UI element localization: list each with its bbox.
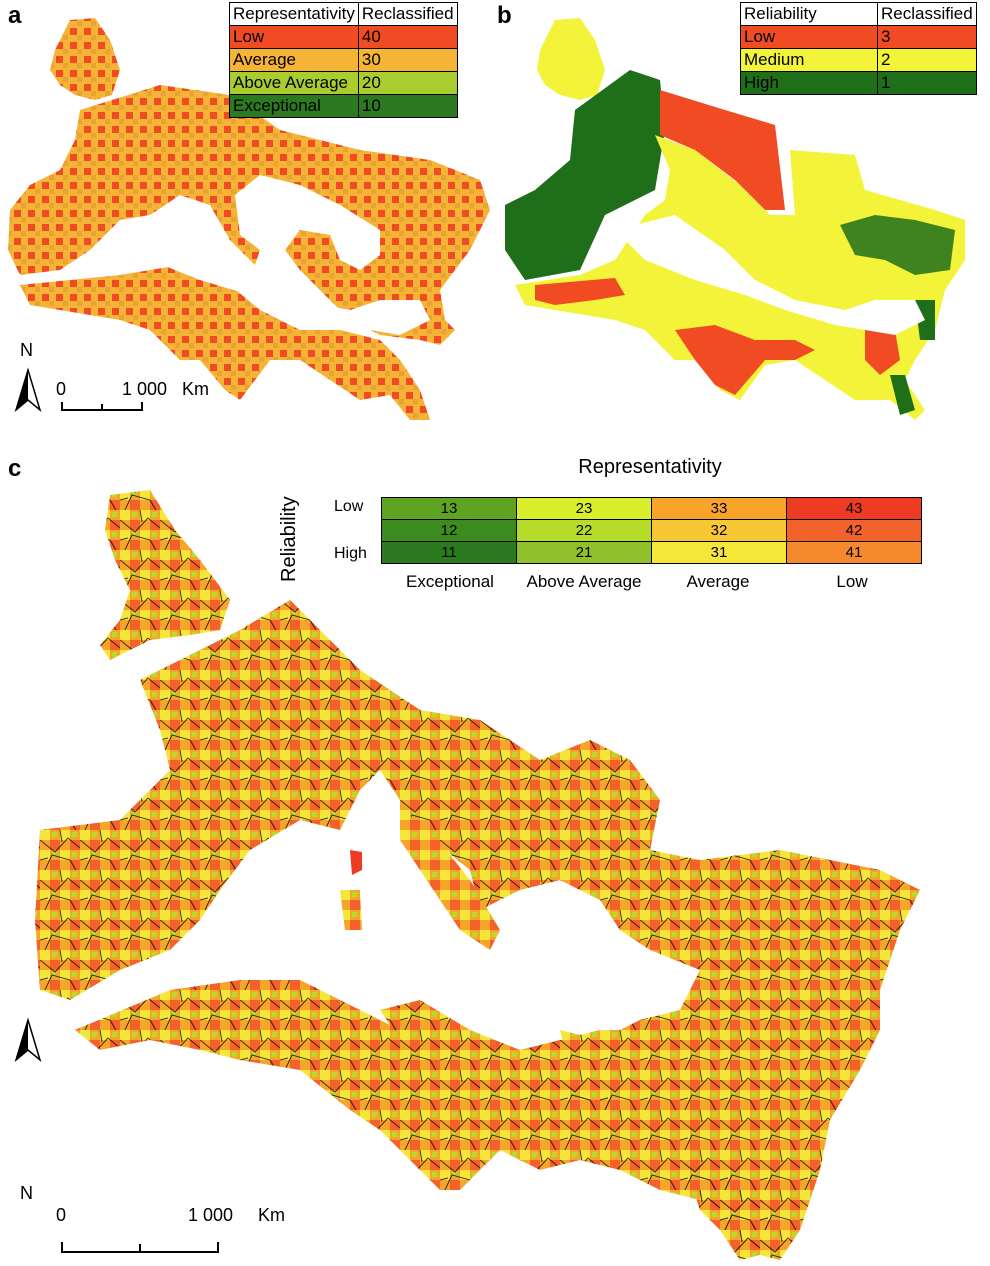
panel-a-legend-label: Exceptional [229,94,359,118]
legend-cell: 43 [786,497,922,520]
panel-a-legend-header-value: Reclassified [357,2,458,26]
panel-c-col-label: Average [686,572,750,591]
panel-b-legend-label: Low [740,25,878,49]
panel-a-scale-unit: Km [182,379,209,399]
panel-c-row-label-low: Low [334,498,364,515]
panel-a-legend-header-class: Representativity [229,2,359,26]
panel-c-legend-matrix: 13 23 33 43 12 22 32 42 11 21 31 41 [381,497,922,564]
panel-b-map [505,18,965,420]
panel-a-letter: a [8,2,22,29]
panel-a-legend-label: Low [229,25,359,49]
panel-b-legend-value: 3 [877,25,977,49]
panel-b-legend-header-class: Reliability [740,2,878,26]
panel-b-legend-label: Medium [740,48,878,72]
legend-cell: 21 [516,541,652,564]
legend-cell: 41 [786,541,922,564]
legend-cell: 13 [381,497,517,520]
legend-cell: 11 [381,541,517,564]
panel-a-legend-value: 10 [357,94,458,118]
panel-a-land [8,18,490,420]
panel-b-legend-label: High [740,71,878,95]
panel-c-legend-axis-label: Reliability [278,496,300,582]
panel-a-legend: Representativity Reclassified Low 40 Ave… [229,2,458,118]
panel-c-roads [35,490,920,1260]
panel-c-north-label: N [20,1183,33,1203]
panel-a-legend-value: 30 [357,48,458,72]
panel-a-legend-label: Above Average [229,71,359,95]
panel-c-col-label: Above Average [526,572,642,591]
panel-a-legend-label: Average [229,48,359,72]
panel-c-scale-bar [61,1242,219,1253]
panel-c-letter: c [8,455,22,482]
panel-c-col-label: Exceptional [406,572,494,591]
legend-cell: 12 [381,519,517,542]
panel-b-legend-value: 2 [877,48,977,72]
panel-a-scale-zero: 0 [56,379,67,399]
legend-cell: 32 [651,519,787,542]
panel-b-legend: Reliability Reclassified Low 3 Medium 2 … [740,2,977,95]
panel-a-north-arrow [14,367,42,413]
panel-c-scale-zero: 0 [56,1205,67,1225]
panel-c-col-label: Low [836,572,868,591]
legend-cell: 22 [516,519,652,542]
legend-cell: 33 [651,497,787,520]
panel-c-legend-title: Representativity [578,456,722,478]
panel-a-scale-distance: 1 000 [122,379,168,399]
panel-c-north-arrow [14,1017,42,1063]
legend-cell: 23 [516,497,652,520]
panel-b-letter: b [497,2,512,29]
panel-a-north-label: N [20,340,33,360]
legend-cell: 31 [651,541,787,564]
panel-b-legend-value: 1 [877,71,977,95]
panel-a-legend-value: 20 [357,71,458,95]
panel-c-scale-distance: 1 000 [188,1205,234,1225]
panel-a-map [8,18,490,420]
panel-c-map [14,490,920,1260]
panel-b-legend-header-value: Reclassified [877,2,977,26]
panel-a-legend-value: 40 [357,25,458,49]
panel-c-row-label-high: High [334,545,367,562]
panel-c-scale-unit: Km [258,1205,285,1225]
legend-cell: 42 [786,519,922,542]
panel-a-scale-bar [61,402,143,411]
